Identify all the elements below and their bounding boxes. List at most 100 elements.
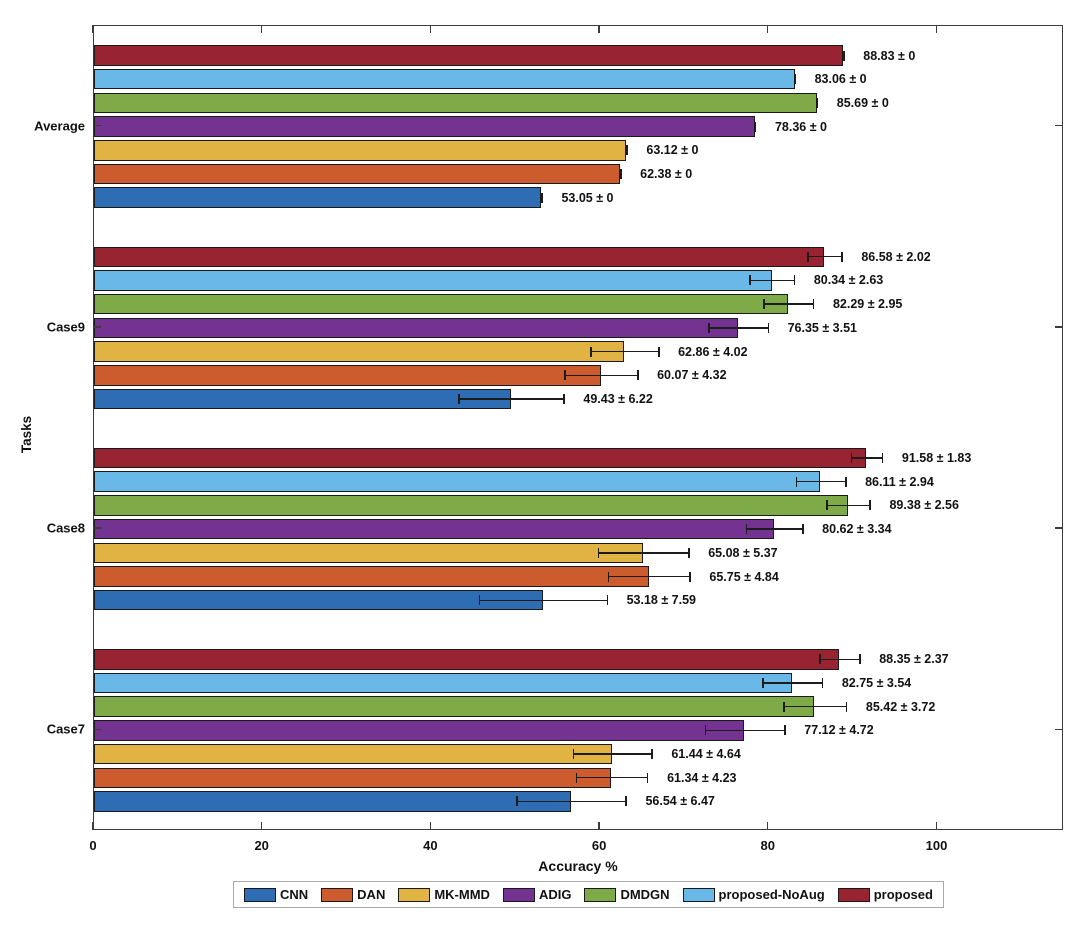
errorbar-cap-right-adig-case7 [784,725,786,736]
legend-swatch-proposed-noaug [682,887,715,902]
errorbar-cap-right-proposed-case7 [859,654,861,665]
bar-dmdgn-case9 [94,293,789,315]
errorbar-cap-left-mk-mmd-case9 [590,346,592,357]
errorbar-line-mk-mmd-case8 [597,552,689,554]
errorbar-line-proposed-case8 [851,457,882,459]
value-label-cnn-case7: 56.54 ± 6.47 [645,794,715,809]
y-tick-label-case8: Case8 [46,520,85,536]
x-tick-label-40: 40 [423,838,438,853]
errorbar-cap-left-dmdgn-case9 [763,299,765,310]
x-tick-bottom-100 [935,822,938,830]
errorbar-cap-left-dan-case7 [575,772,578,783]
errorbar-cap-left-adig-case7 [704,725,707,736]
x-tick-bottom-60 [598,822,600,830]
bar-dmdgn-case7 [94,696,815,717]
errorbar-cap-proposed-average [843,50,845,61]
errorbar-cap-mk-mmd-average [626,145,628,156]
errorbar-cap-left-adig-case9 [708,322,710,333]
errorbar-line-mk-mmd-case9 [590,350,659,353]
value-label-dmdgn-case7: 85.42 ± 3.72 [865,699,936,714]
x-tick-top-80 [767,25,769,33]
value-label-adig-case8: 80.62 ± 3.34 [822,522,892,537]
errorbar-line-cnn-case7 [516,800,626,803]
errorbar-line-mk-mmd-case7 [573,753,652,755]
legend-swatch-proposed [837,887,870,902]
errorbar-cap-dmdgn-average [816,97,819,108]
x-axis-label: Accuracy % [538,858,618,874]
legend-item-dan: DAN [321,887,385,902]
x-tick-top-0 [92,25,94,33]
errorbar-line-adig-case9 [708,327,768,329]
errorbar-cap-left-proposed-case7 [819,654,821,665]
bar-mk-mmd-case9 [94,341,625,362]
errorbar-cap-left-mk-mmd-case8 [597,547,600,558]
errorbar-cap-dan-average [620,169,622,180]
errorbar-cap-right-mk-mmd-case7 [651,749,653,760]
y-tick-right-case9 [1055,326,1063,328]
legend-item-adig: ADIG [502,887,571,902]
errorbar-cap-right-proposed-noaug-case9 [793,275,796,286]
y-tick-left-case8 [93,527,101,529]
errorbar-line-dan-case8 [607,575,690,578]
value-label-mk-mmd-average: 63.12 ± 0 [646,143,699,158]
errorbar-line-adig-case8 [745,528,803,530]
bar-proposed-average [94,45,844,66]
y-tick-left-case7 [93,728,101,731]
y-tick-left-average [93,124,101,127]
value-label-cnn-average: 53.05 ± 0 [561,190,614,205]
bar-proposed-noaug-case9 [94,270,772,291]
errorbar-cap-left-proposed-case8 [851,453,853,464]
legend-label-cnn: CNN [280,887,309,902]
errorbar-cap-right-dan-case7 [647,772,649,783]
x-tick-bottom-20 [260,822,263,830]
errorbar-cap-right-dmdgn-case9 [812,299,815,310]
bar-adig-average [94,116,755,137]
legend-label-proposed: proposed [873,887,933,902]
errorbar-cap-right-cnn-case9 [563,393,565,404]
value-label-cnn-case9: 49.43 ± 6.22 [583,391,653,406]
x-tick-label-100: 100 [925,838,948,853]
errorbar-cap-right-proposed-noaug-case7 [821,677,824,688]
y-tick-right-case7 [1055,728,1063,731]
x-tick-top-40 [429,25,432,33]
errorbar-cap-adig-average [754,121,757,132]
plot-area: 88.83 ± 0 83.06 ± 0 85.69 ± 0 78.36 ± 0 63.1… [93,25,1063,830]
bar-adig-case8 [94,518,774,540]
errorbar-cap-right-proposed-case8 [881,453,884,464]
errorbar-line-dmdgn-case7 [783,705,846,708]
legend-item-cnn: CNN [244,887,308,902]
bar-cnn-average [94,187,542,208]
x-tick-bottom-40 [429,822,432,830]
legend-swatch-dan [321,887,354,902]
y-tick-label-average: Average [34,118,85,134]
errorbar-cap-left-dmdgn-case7 [783,701,785,712]
errorbar-line-proposed-noaug-case9 [749,279,794,282]
errorbar-cap-left-dmdgn-case8 [826,500,828,511]
value-label-proposed-case8: 91.58 ± 1.83 [901,451,972,466]
bar-dmdgn-case8 [94,495,848,516]
bar-adig-case9 [94,317,738,339]
errorbar-line-proposed-noaug-case7 [762,682,822,684]
bar-proposed-noaug-case8 [94,471,821,492]
errorbar-cap-left-dan-case8 [607,571,610,582]
errorbar-cap-right-dan-case8 [689,571,691,582]
bar-cnn-case7 [94,791,571,812]
errorbar-cap-left-proposed-case9 [807,251,809,262]
errorbar-cap-right-mk-mmd-case8 [688,547,690,558]
bar-dan-case7 [94,767,612,789]
errorbar-cap-left-adig-case8 [745,524,748,535]
x-tick-bottom-0 [92,822,94,830]
errorbar-line-dmdgn-case8 [826,504,870,507]
value-label-mk-mmd-case7: 61.44 ± 4.64 [671,747,741,762]
x-tick-label-20: 20 [254,838,269,853]
value-label-dmdgn-case8: 89.38 ± 2.56 [889,498,959,513]
bar-proposed-noaug-case7 [94,672,792,694]
value-label-mk-mmd-case9: 62.86 ± 4.02 [678,344,748,359]
errorbar-cap-left-cnn-case7 [516,796,518,807]
legend-item-proposed: proposed [837,887,933,902]
bar-cnn-case9 [94,388,511,410]
value-label-proposed-case7: 88.35 ± 2.37 [879,652,949,667]
errorbar-line-proposed-case7 [819,658,860,660]
value-label-proposed-average: 88.83 ± 0 [863,48,916,63]
errorbar-cap-left-proposed-noaug-case8 [795,476,797,487]
